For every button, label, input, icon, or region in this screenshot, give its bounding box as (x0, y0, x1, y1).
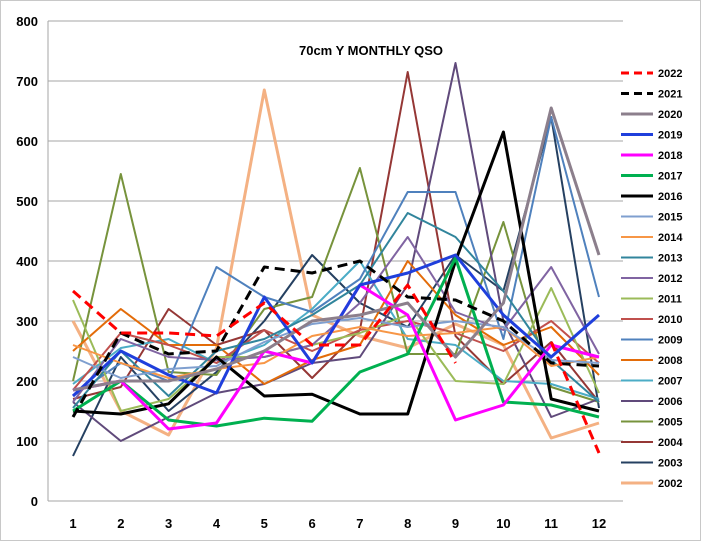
legend-label: 2017 (658, 171, 682, 183)
y-tick-label: 500 (16, 194, 38, 209)
x-tick-label: 11 (544, 516, 558, 531)
x-tick-label: 6 (308, 516, 315, 531)
chart-title: 70cm Y MONTHLY QSO (299, 43, 443, 58)
x-tick-label: 8 (404, 516, 411, 531)
series-line-2010 (72, 320, 600, 391)
series-line-2007 (72, 260, 600, 400)
legend-label: 2020 (658, 109, 682, 121)
legend-label: 2008 (658, 355, 682, 367)
legend-label: 2019 (658, 130, 682, 142)
series-line-2008 (72, 260, 600, 385)
legend-label: 2003 (658, 458, 682, 470)
x-tick-label: 4 (213, 516, 221, 531)
x-tick-label: 9 (452, 516, 459, 531)
y-tick-label: 600 (16, 134, 38, 149)
x-tick-label: 5 (261, 516, 268, 531)
x-tick-label: 1 (69, 516, 76, 531)
legend-label: 2004 (658, 437, 683, 449)
legend-label: 2005 (658, 417, 682, 429)
y-tick-label: 400 (16, 254, 38, 269)
series-line-2013 (72, 212, 600, 409)
legend-label: 2016 (658, 191, 682, 203)
legend-label: 2009 (658, 335, 682, 347)
gridlines (47, 20, 623, 502)
y-tick-label: 700 (16, 74, 38, 89)
x-axis-ticks: 1 2 3 4 5 6 7 8 9 10 11 12 (69, 516, 606, 531)
x-tick-label: 10 (496, 516, 510, 531)
legend-label: 2006 (658, 396, 682, 408)
x-tick-label: 7 (356, 516, 363, 531)
legend-label: 2010 (658, 314, 682, 326)
y-tick-label: 0 (31, 494, 38, 509)
y-axis-ticks: 0 100 200 300 400 500 600 700 800 (16, 14, 38, 509)
y-tick-label: 100 (16, 434, 38, 449)
x-tick-label: 2 (117, 516, 124, 531)
series-line-2004 (72, 71, 600, 403)
series-line-2022 (72, 283, 601, 454)
legend-label: 2022 (658, 68, 682, 80)
legend: 2022 2021 2020 2019 2018 2017 2016 2015 2014 2013… (621, 68, 683, 490)
y-tick-label: 200 (16, 374, 38, 389)
legend-label: 2011 (658, 294, 682, 306)
series-line-2017 (72, 256, 600, 428)
series-line-2019 (71, 253, 600, 398)
legend-label: 2021 (658, 89, 682, 101)
series-line-2020 (72, 106, 601, 392)
series-line-2011 (72, 287, 600, 412)
legend-label: 2015 (658, 212, 682, 224)
series-line-2021 (71, 259, 600, 418)
y-tick-label: 800 (16, 14, 38, 29)
legend-label: 2002 (658, 478, 682, 490)
legend-label: 2018 (658, 150, 682, 162)
legend-label: 2014 (658, 232, 683, 244)
y-tick-label: 300 (16, 314, 38, 329)
legend-label: 2007 (658, 376, 682, 388)
series-line-2016 (72, 130, 600, 416)
legend-label: 2012 (658, 273, 682, 285)
legend-label: 2013 (658, 253, 682, 265)
series-lines (71, 62, 601, 457)
x-tick-label: 3 (165, 516, 172, 531)
x-tick-label: 12 (592, 516, 606, 531)
